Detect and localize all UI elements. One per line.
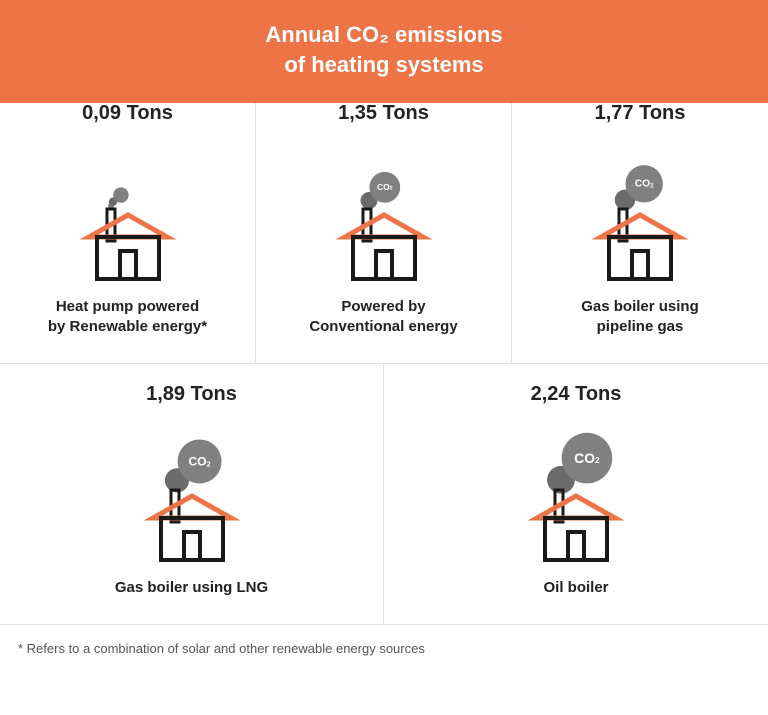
house-co2-icon: CO2 [570,133,710,283]
icon-wrap: CO2 [506,414,646,564]
emission-value: 1,35 Tons [338,102,429,125]
emission-cell: 1,77 Tons CO2 Gas boiler using pipeline … [512,103,768,363]
title-line2: of heating systems [0,50,768,80]
icon-wrap [58,133,198,283]
emission-cell: 1,35 Tons CO2 Powered by Conventional en… [256,103,512,363]
emission-label: Gas boiler using pipeline gas [581,297,699,338]
emission-label: Oil boiler [543,578,608,598]
emission-label: Powered by Conventional energy [309,297,457,338]
emission-label: Heat pump powered by Renewable energy* [48,297,207,338]
emission-value: 0,09 Tons [82,102,173,125]
icon-wrap: CO2 [570,133,710,283]
house-co2-icon [58,133,198,283]
emission-label: Gas boiler using LNG [115,578,268,598]
emission-cell: 0,09 Tons Heat pump powered by Renewable… [0,103,256,363]
grid-top: 0,09 Tons Heat pump powered by Renewable… [0,103,768,364]
house-co2-icon: CO2 [506,414,646,564]
icon-wrap: CO2 [122,414,262,564]
emission-value: 2,24 Tons [531,383,622,406]
emission-cell: 1,89 Tons CO2 Gas boiler using LNG [0,364,384,624]
header: Annual CO₂ emissions of heating systems [0,0,768,103]
title-line1: Annual CO₂ emissions [0,20,768,50]
emission-cell: 2,24 Tons CO2 Oil boiler [384,364,768,624]
emission-value: 1,89 Tons [146,383,237,406]
grid-bottom: 1,89 Tons CO2 Gas boiler using LNG 2,24 … [0,364,768,625]
house-co2-icon: CO2 [314,133,454,283]
house-co2-icon: CO2 [122,414,262,564]
emission-value: 1,77 Tons [595,102,686,125]
footnote: * Refers to a combination of solar and o… [0,625,768,686]
icon-wrap: CO2 [314,133,454,283]
